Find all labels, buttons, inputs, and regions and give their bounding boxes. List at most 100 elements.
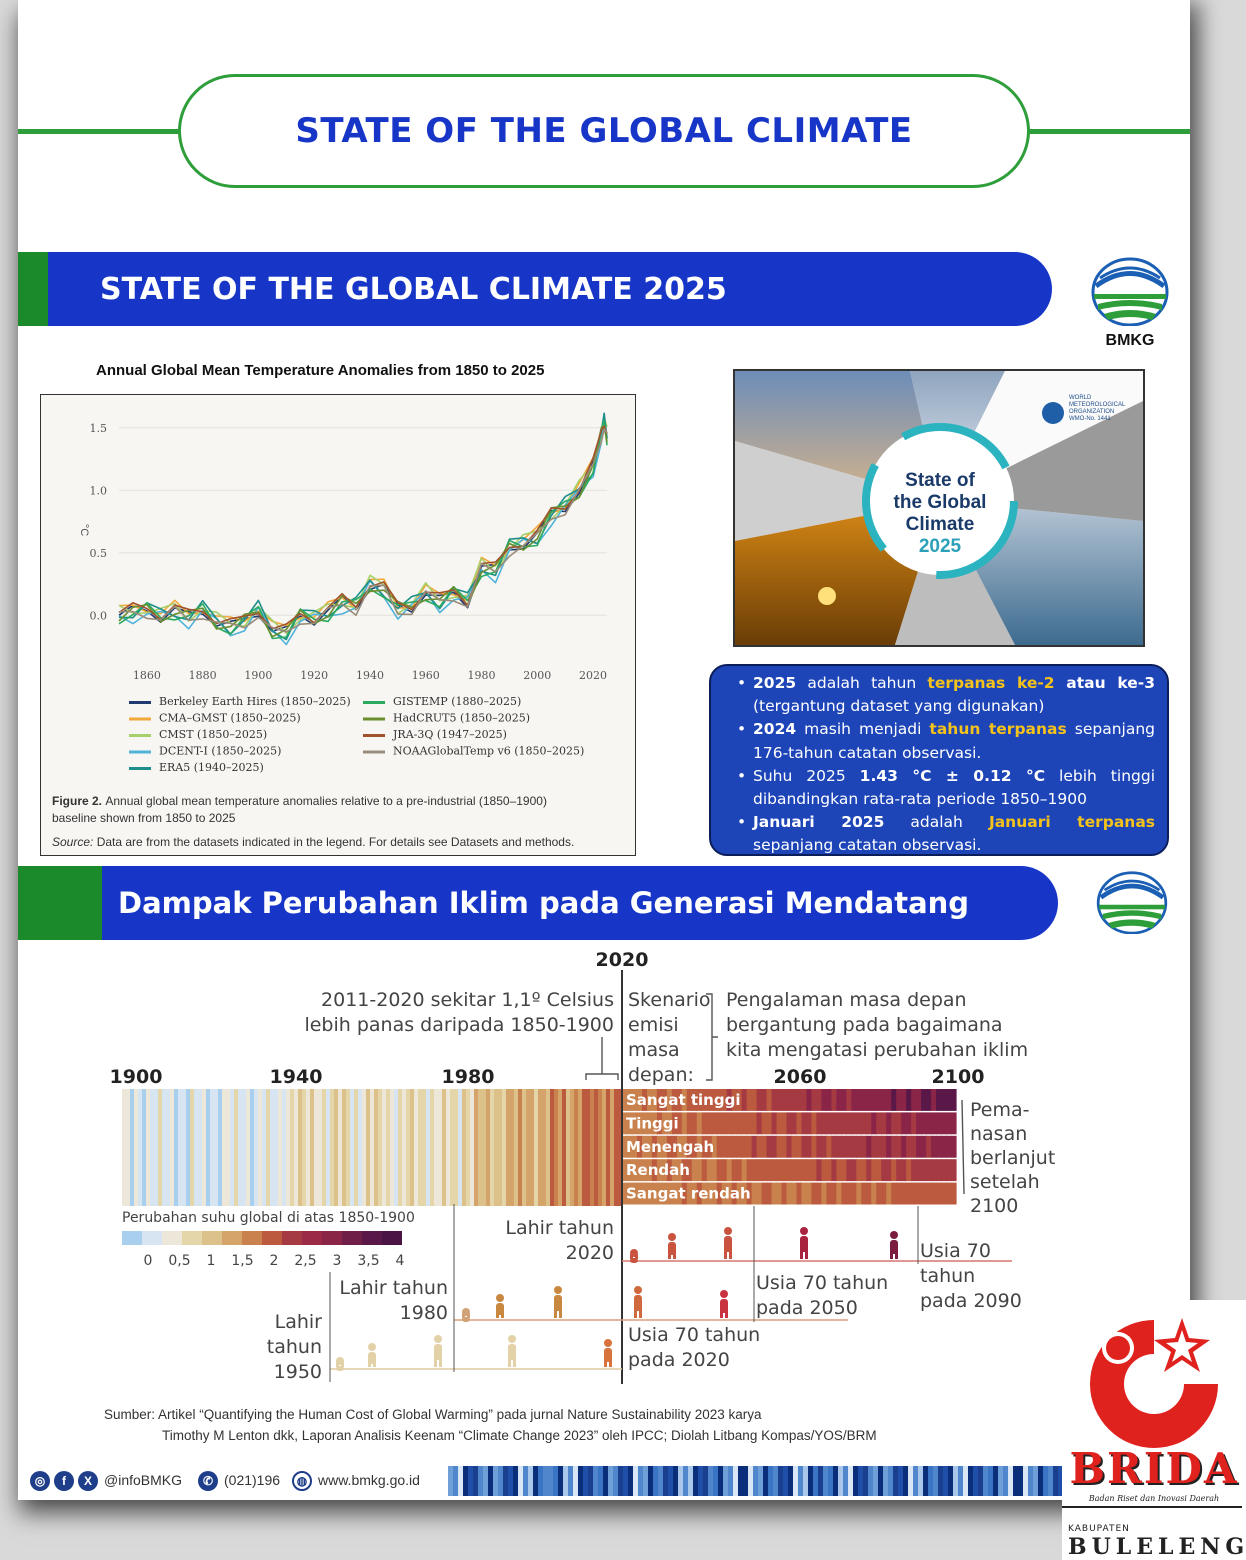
footer-stripe <box>903 1466 909 1496</box>
historical-stripe <box>322 1089 327 1206</box>
footer-stripe <box>1008 1466 1014 1496</box>
person-leg <box>341 1362 344 1367</box>
footer-stripe <box>973 1466 979 1496</box>
historical-stripe <box>162 1089 167 1206</box>
facebook-icon[interactable]: f <box>54 1471 74 1491</box>
historical-stripe <box>482 1089 487 1206</box>
historical-stripe <box>310 1089 315 1206</box>
legend-label: NOAAGlobalTemp v6 (1850–2025) <box>393 745 584 758</box>
x-icon[interactable]: X <box>78 1471 98 1491</box>
historical-stripe <box>550 1089 555 1206</box>
scenario-stripe <box>861 1089 867 1111</box>
scenario-stripe <box>622 1112 628 1135</box>
scenario-stripe <box>736 1135 743 1158</box>
scenario-stripe <box>791 1159 798 1182</box>
person-head <box>800 1227 808 1235</box>
section-bar-accent-2 <box>18 866 102 940</box>
scenario-stripe <box>726 1159 733 1182</box>
wmo-report-cover[interactable]: State of the Global Climate 2025 WORLD M… <box>733 369 1145 647</box>
scenario-stripe <box>771 1159 778 1182</box>
footer-stripe <box>713 1466 719 1496</box>
scenario-stripe <box>916 1135 922 1158</box>
scenario-stripe <box>711 1135 718 1158</box>
scenario-stripe <box>736 1159 743 1182</box>
historical-stripe <box>146 1089 151 1206</box>
scenario-stripe <box>731 1159 738 1182</box>
person-head <box>508 1335 516 1343</box>
scenario-stripe <box>701 1112 708 1135</box>
person-leg <box>805 1244 808 1259</box>
historical-stripe <box>238 1089 243 1206</box>
note-2011-line1: 2011-2020 sekitar 1,1º Celsius <box>321 989 614 1011</box>
scenario-stripe <box>916 1112 922 1135</box>
figure-caption-text: Annual global mean temperature anomalies… <box>105 794 547 808</box>
person-leg <box>501 1307 504 1318</box>
scenario-stripe <box>951 1089 957 1111</box>
historical-stripe <box>294 1089 299 1206</box>
scenario-stripe <box>856 1135 862 1158</box>
scenario-stripe <box>951 1182 957 1205</box>
footer-stripe <box>448 1466 454 1496</box>
scenario-stripe <box>731 1112 738 1135</box>
footer-stripe <box>753 1466 759 1496</box>
scenario-stripe <box>691 1182 698 1205</box>
lahir-1980-label: Lahir tahun <box>339 1277 448 1299</box>
scenario-stripe <box>936 1112 942 1135</box>
x-tick-label: 1960 <box>412 669 440 682</box>
scenario-stripe <box>801 1159 808 1182</box>
brida-kab: KABUPATEN <box>1068 1524 1130 1534</box>
footer-stripe <box>538 1466 544 1496</box>
historical-stripe <box>170 1089 175 1206</box>
scenario-stripe <box>701 1135 708 1158</box>
person-leg <box>720 1305 723 1318</box>
footer-stripe <box>493 1466 499 1496</box>
cover-year: 2025 <box>918 536 962 557</box>
scenario-stripe <box>786 1182 793 1205</box>
historical-stripe <box>578 1089 583 1206</box>
scenario-stripe <box>776 1182 783 1205</box>
scenario-stripe <box>806 1182 813 1205</box>
scenario-stripe <box>711 1112 718 1135</box>
scenario-stripe <box>926 1089 932 1111</box>
person-head <box>720 1290 728 1298</box>
usia-2090-label: Usia 70 <box>920 1240 991 1262</box>
historical-stripe <box>466 1089 471 1206</box>
scenario-stripe <box>651 1182 658 1205</box>
person-1980-cohort <box>720 1290 728 1318</box>
scenario-stripe <box>626 1112 633 1135</box>
scenario-stripe <box>711 1182 718 1205</box>
scenario-stripe <box>781 1159 788 1182</box>
bmkg-logo: BMKG <box>1090 256 1170 349</box>
scenario-stripe <box>716 1159 723 1182</box>
scenario-stripe <box>811 1159 818 1182</box>
cover-title-line1: State of <box>905 470 975 491</box>
footer-stripe <box>533 1466 539 1496</box>
scale-tick: 0,5 <box>168 1253 190 1269</box>
scenario-stripe <box>666 1182 673 1205</box>
person-leg <box>604 1354 607 1367</box>
scenario-stripe <box>801 1135 808 1158</box>
historical-stripe <box>454 1089 459 1206</box>
historical-stripe <box>174 1089 179 1206</box>
scenario-stripe <box>926 1182 932 1205</box>
footer-phone[interactable]: (021)196 <box>224 1472 281 1488</box>
pemanasan-text: 2100 <box>970 1195 1018 1217</box>
footer-website[interactable]: www.bmkg.go.id <box>318 1472 420 1488</box>
legend-swatch <box>129 750 151 754</box>
scenario-stripe <box>851 1089 857 1111</box>
instagram-icon[interactable]: ◎ <box>30 1471 50 1491</box>
historical-stripe <box>418 1089 423 1206</box>
footer-handle[interactable]: @infoBMKG <box>104 1472 183 1488</box>
scenario-stripe <box>651 1112 658 1135</box>
scenario-stripe <box>686 1182 693 1205</box>
historical-stripe <box>586 1089 591 1206</box>
person-leg <box>336 1362 339 1367</box>
scenario-stripe <box>836 1089 842 1111</box>
historical-stripe <box>566 1089 571 1206</box>
historical-stripe <box>254 1089 259 1206</box>
scenario-stripe <box>841 1089 847 1111</box>
scenario-stripe <box>926 1159 932 1182</box>
scenario-stripe <box>821 1112 827 1135</box>
scenario-stripe <box>756 1089 763 1111</box>
scale-swatch <box>382 1231 402 1245</box>
